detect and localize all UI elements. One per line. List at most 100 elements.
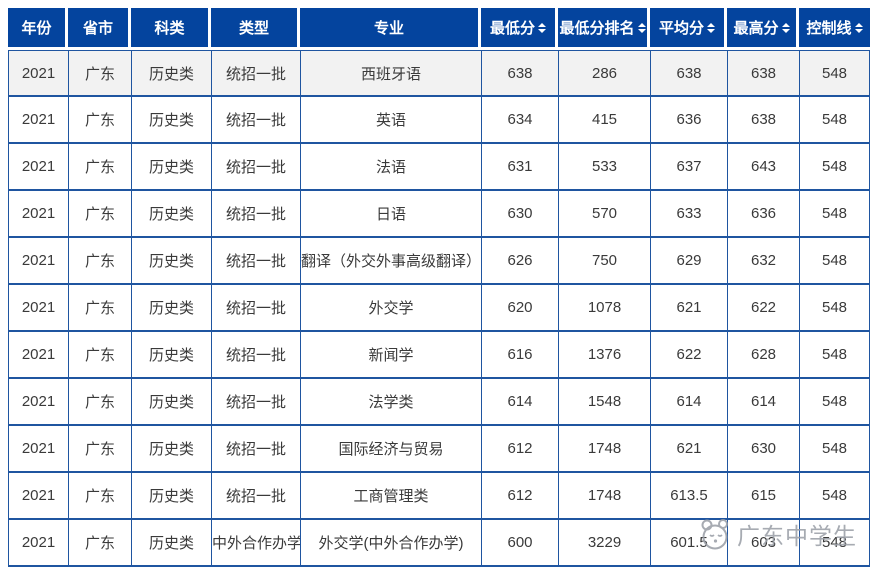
cell-min-rank: 750 — [558, 238, 650, 285]
table-row: 2021 广东 历史类 统招一批 外交学 620 1078 621 622 548 — [8, 285, 870, 332]
column-header-major: 专业 — [300, 8, 481, 50]
cell-province: 广东 — [68, 191, 131, 238]
table-header: 年份 省市 科类 类型 专业 最低分 最低分排名 平均分 最高分 控制线 — [8, 8, 870, 50]
cell-type: 统招一批 — [211, 50, 300, 97]
cell-major: 法语 — [300, 144, 481, 191]
cell-category: 历史类 — [131, 285, 211, 332]
cell-major: 法学类 — [300, 379, 481, 426]
cell-control-line: 548 — [799, 285, 870, 332]
sort-icon[interactable] — [781, 22, 790, 33]
sort-asc-arrow — [637, 22, 646, 27]
cell-max-score: 643 — [727, 144, 799, 191]
sort-icon[interactable] — [707, 22, 715, 33]
header-row: 年份 省市 科类 类型 专业 最低分 最低分排名 平均分 最高分 控制线 — [8, 8, 870, 50]
cell-control-line: 548 — [799, 50, 870, 97]
cell-max-score: 636 — [727, 191, 799, 238]
cell-province: 广东 — [68, 50, 131, 97]
cell-type: 统招一批 — [211, 238, 300, 285]
cell-avg-score: 633 — [650, 191, 727, 238]
table-row: 2021 广东 历史类 统招一批 新闻学 616 1376 622 628 548 — [8, 332, 870, 379]
sort-desc-arrow — [707, 28, 715, 33]
cell-avg-score: 621 — [650, 426, 727, 473]
cell-min-score: 616 — [481, 332, 558, 379]
cell-min-score: 631 — [481, 144, 558, 191]
sort-icon[interactable] — [854, 22, 863, 33]
column-header-max-score[interactable]: 最高分 — [727, 8, 799, 50]
cell-min-rank: 286 — [558, 50, 650, 97]
cell-year: 2021 — [8, 144, 68, 191]
cell-max-score: 615 — [727, 473, 799, 520]
cell-year: 2021 — [8, 285, 68, 332]
column-label-avg-score: 平均分 — [658, 20, 704, 37]
cell-control-line: 548 — [799, 520, 870, 567]
cell-min-score: 634 — [481, 97, 558, 144]
cell-max-score: 632 — [727, 238, 799, 285]
sort-icon[interactable] — [637, 22, 646, 33]
cell-min-score: 620 — [481, 285, 558, 332]
cell-min-score: 638 — [481, 50, 558, 97]
column-label-province: 省市 — [82, 20, 113, 37]
column-header-control-line[interactable]: 控制线 — [799, 8, 870, 50]
cell-control-line: 548 — [799, 473, 870, 520]
cell-min-score: 614 — [481, 379, 558, 426]
table-row: 2021 广东 历史类 统招一批 法学类 614 1548 614 614 548 — [8, 379, 870, 426]
cell-category: 历史类 — [131, 50, 211, 97]
column-header-avg-score[interactable]: 平均分 — [650, 8, 727, 50]
cell-province: 广东 — [68, 285, 131, 332]
column-header-min-score[interactable]: 最低分 — [481, 8, 558, 50]
sort-desc-arrow — [781, 28, 790, 33]
cell-type: 统招一批 — [211, 97, 300, 144]
sort-asc-arrow — [854, 22, 863, 27]
cell-min-score: 626 — [481, 238, 558, 285]
cell-min-rank: 415 — [558, 97, 650, 144]
table-row: 2021 广东 历史类 统招一批 国际经济与贸易 612 1748 621 630 548 — [8, 426, 870, 473]
cell-province: 广东 — [68, 426, 131, 473]
cell-max-score: 638 — [727, 97, 799, 144]
cell-type: 统招一批 — [211, 426, 300, 473]
cell-category: 历史类 — [131, 426, 211, 473]
cell-avg-score: 613.5 — [650, 473, 727, 520]
cell-control-line: 548 — [799, 144, 870, 191]
table-row: 2021 广东 历史类 中外合作办学 外交学(中外合作办学) 600 3229 601.5 60… — [8, 520, 870, 567]
cell-min-rank: 1376 — [558, 332, 650, 379]
column-header-year: 年份 — [8, 8, 68, 50]
cell-year: 2021 — [8, 97, 68, 144]
table-row: 2021 广东 历史类 统招一批 工商管理类 612 1748 613.5 615 548 — [8, 473, 870, 520]
cell-min-score: 600 — [481, 520, 558, 567]
cell-max-score: 614 — [727, 379, 799, 426]
column-header-min-rank[interactable]: 最低分排名 — [558, 8, 650, 50]
cell-category: 历史类 — [131, 97, 211, 144]
cell-major: 西班牙语 — [300, 50, 481, 97]
cell-province: 广东 — [68, 144, 131, 191]
cell-province: 广东 — [68, 332, 131, 379]
cell-province: 广东 — [68, 520, 131, 567]
cell-major: 英语 — [300, 97, 481, 144]
cell-major: 国际经济与贸易 — [300, 426, 481, 473]
cell-min-rank: 570 — [558, 191, 650, 238]
cell-control-line: 548 — [799, 379, 870, 426]
cell-avg-score: 629 — [650, 238, 727, 285]
cell-major: 新闻学 — [300, 332, 481, 379]
cell-min-score: 612 — [481, 473, 558, 520]
cell-type: 中外合作办学 — [211, 520, 300, 567]
table-row: 2021 广东 历史类 统招一批 西班牙语 638 286 638 638 548 — [8, 50, 870, 97]
cell-category: 历史类 — [131, 379, 211, 426]
cell-major: 外交学 — [300, 285, 481, 332]
cell-avg-score: 621 — [650, 285, 727, 332]
cell-type: 统招一批 — [211, 379, 300, 426]
cell-major: 工商管理类 — [300, 473, 481, 520]
cell-avg-score: 601.5 — [650, 520, 727, 567]
sort-icon[interactable] — [538, 22, 546, 33]
table-row: 2021 广东 历史类 统招一批 翻译（外交外事高级翻译） 626 750 629 632 548 — [8, 238, 870, 285]
column-label-min-score: 最低分 — [489, 20, 535, 37]
cell-min-rank: 1748 — [558, 473, 650, 520]
column-label-category: 科类 — [154, 20, 185, 37]
column-header-province: 省市 — [68, 8, 131, 50]
admission-scores-table: 年份 省市 科类 类型 专业 最低分 最低分排名 平均分 最高分 控制线 2021 广东 历史类 统招一… — [8, 8, 870, 567]
column-label-year: 年份 — [21, 20, 52, 37]
cell-max-score: 622 — [727, 285, 799, 332]
cell-max-score: 603 — [727, 520, 799, 567]
table-row: 2021 广东 历史类 统招一批 英语 634 415 636 638 548 — [8, 97, 870, 144]
column-label-type: 类型 — [238, 20, 269, 37]
